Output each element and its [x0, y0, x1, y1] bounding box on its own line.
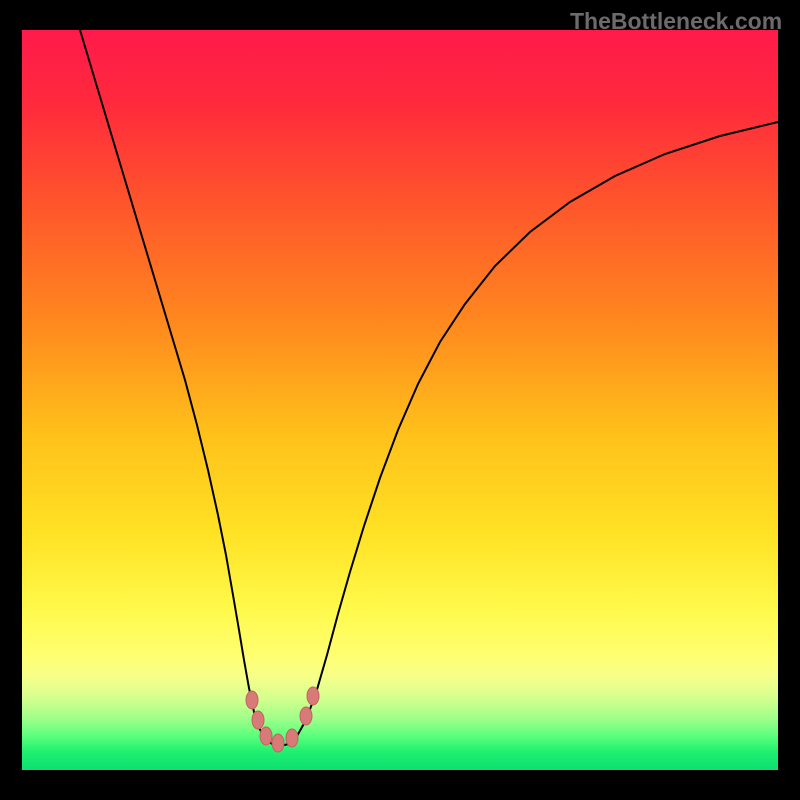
curve-marker [272, 734, 284, 752]
curve-marker [252, 711, 264, 729]
curve-marker [246, 691, 258, 709]
bottleneck-chart [0, 0, 800, 800]
curve-marker [300, 707, 312, 725]
curve-marker [260, 727, 272, 745]
frame-right [778, 0, 800, 800]
watermark: TheBottleneck.com [570, 8, 782, 35]
plot-background [22, 30, 778, 770]
curve-marker [307, 687, 319, 705]
curve-marker [286, 729, 298, 747]
frame-left [0, 0, 22, 800]
frame-bottom [0, 770, 800, 800]
